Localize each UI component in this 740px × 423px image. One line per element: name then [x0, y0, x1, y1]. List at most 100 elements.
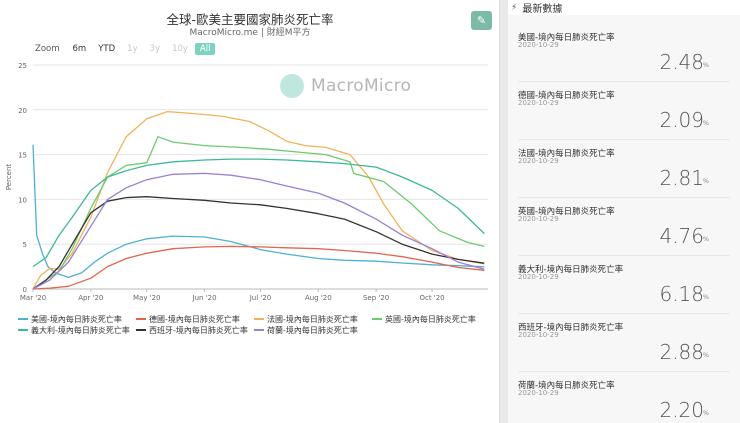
- macromicro-logo-icon: [280, 74, 304, 98]
- zoom-label: Zoom: [35, 44, 60, 54]
- card-divider: [518, 197, 730, 198]
- card-divider: [518, 139, 730, 140]
- card-value: 2.48: [659, 50, 704, 74]
- series-line-spain: [32, 196, 485, 290]
- card-series-name: 英國-境內每日肺炎死亡率: [518, 207, 615, 217]
- card-date: 2020-10-29: [518, 215, 559, 223]
- legend-label: 美國-境內每日肺炎死亡率: [31, 314, 122, 324]
- legend-swatch: [372, 318, 382, 320]
- x-tick-label: Apr '20: [78, 294, 103, 302]
- range-6m-button[interactable]: 6m: [72, 44, 87, 54]
- legend-swatch: [18, 318, 28, 320]
- panel-divider[interactable]: [499, 0, 508, 423]
- range-10y-button[interactable]: 10y: [172, 44, 188, 54]
- range-ytd-button[interactable]: YTD: [98, 44, 116, 54]
- legend-row: 美國-境內每日肺炎死亡率 德國-境內每日肺炎死亡率 法國-境內每日肺炎死亡率 英…: [18, 314, 493, 324]
- legend-item-uk[interactable]: 英國-境內每日肺炎死亡率: [372, 314, 490, 325]
- range-all-button[interactable]: All: [194, 43, 216, 55]
- card-unit: %: [702, 177, 709, 185]
- watermark: MacroMicro: [280, 74, 411, 98]
- latest-data-panel: ⚡ 最新數據 美國-境內每日肺炎死亡率 2020-10-29 2.48% 德國-境內每…: [508, 0, 740, 423]
- legend-item-us[interactable]: 美國-境內每日肺炎死亡率: [18, 314, 136, 325]
- series-line-netherlands: [32, 172, 485, 290]
- lightning-icon: ⚡: [511, 2, 518, 13]
- card-divider: [518, 371, 730, 372]
- card-unit: %: [702, 235, 709, 243]
- card-date: 2020-10-29: [518, 273, 559, 281]
- legend-item-france[interactable]: 法國-境內每日肺炎死亡率: [254, 314, 372, 325]
- card-series-name: 德國-境內每日肺炎死亡率: [518, 91, 615, 101]
- x-tick-label: Aug '20: [305, 294, 332, 302]
- series-line-france: [32, 110, 485, 290]
- y-tick-label: 20: [18, 107, 27, 115]
- latest-card-us[interactable]: 美國-境內每日肺炎死亡率 2020-10-29 2.48%: [508, 26, 740, 82]
- y-tick-label: 25: [18, 62, 27, 70]
- chart-title: 全球-歐美主要國家肺炎死亡率: [166, 12, 334, 27]
- card-date: 2020-10-29: [518, 331, 559, 339]
- range-3y-button[interactable]: 3y: [149, 44, 161, 54]
- pencil-icon: ✎: [476, 14, 487, 27]
- card-unit: %: [702, 409, 709, 417]
- card-date: 2020-10-29: [518, 41, 559, 49]
- card-date: 2020-10-29: [518, 157, 559, 165]
- x-tick-label: Jun '20: [192, 294, 217, 302]
- line-chart[interactable]: 0 5 10 15 20 25 Percent Mar '20 Apr '20 May '20 Ju…: [0, 0, 500, 423]
- edit-button[interactable]: ✎: [471, 11, 492, 30]
- card-value: 2.88: [659, 340, 704, 364]
- legend-swatch: [136, 318, 146, 320]
- y-tick-label: 0: [23, 286, 27, 294]
- legend-label: 荷蘭-境內每日肺炎死亡率: [267, 325, 358, 335]
- latest-data-header: ⚡ 最新數據: [508, 0, 740, 15]
- legend-label: 義大利-境內每日肺炎死亡率: [31, 325, 130, 335]
- card-value: 2.20: [659, 398, 704, 422]
- latest-card-spain[interactable]: 西班牙-境內每日肺炎死亡率 2020-10-29 2.88%: [508, 316, 740, 372]
- card-series-name: 西班牙-境內每日肺炎死亡率: [518, 323, 624, 333]
- latest-card-germany[interactable]: 德國-境內每日肺炎死亡率 2020-10-29 2.09%: [508, 84, 740, 140]
- legend-item-netherlands[interactable]: 荷蘭-境內每日肺炎死亡率: [254, 325, 372, 336]
- latest-card-netherlands[interactable]: 荷蘭-境內每日肺炎死亡率 2020-10-29 2.20%: [508, 374, 740, 423]
- legend-row: 義大利-境內每日肺炎死亡率 西班牙-境內每日肺炎死亡率 荷蘭-境內每日肺炎死亡率: [18, 325, 493, 335]
- card-value: 6.18: [659, 282, 704, 306]
- chart-subtitle: MacroMicro.me | 財經M平方: [189, 28, 311, 38]
- watermark-text: MacroMicro: [311, 76, 412, 96]
- card-date: 2020-10-29: [518, 99, 559, 107]
- chart-panel: 0 5 10 15 20 25 Percent Mar '20 Apr '20 May '20 Ju…: [0, 0, 500, 423]
- card-series-name: 美國-境內每日肺炎死亡率: [518, 33, 615, 43]
- x-tick-label: Oct '20: [419, 294, 444, 302]
- card-unit: %: [702, 351, 709, 359]
- card-series-name: 法國-境內每日肺炎死亡率: [518, 149, 615, 159]
- legend-label: 西班牙-境內每日肺炎死亡率: [149, 325, 248, 335]
- latest-card-uk[interactable]: 英國-境內每日肺炎死亡率 2020-10-29 4.76%: [508, 200, 740, 256]
- y-tick-label: 15: [18, 152, 27, 160]
- y-tick-label: 5: [23, 241, 27, 249]
- card-unit: %: [702, 293, 709, 301]
- legend-item-germany[interactable]: 德國-境內每日肺炎死亡率: [136, 314, 254, 325]
- card-value: 2.81: [659, 166, 704, 190]
- range-1y-button[interactable]: 1y: [127, 44, 138, 54]
- y-tick-label: 10: [18, 196, 27, 204]
- card-value: 2.09: [659, 108, 704, 132]
- card-divider: [518, 81, 730, 82]
- legend-label: 德國-境內每日肺炎死亡率: [149, 314, 240, 324]
- latest-card-france[interactable]: 法國-境內每日肺炎死亡率 2020-10-29 2.81%: [508, 142, 740, 198]
- latest-data-title: 最新數據: [522, 4, 563, 15]
- x-tick-label: May '20: [133, 294, 161, 302]
- legend-swatch: [254, 329, 264, 331]
- chart-legend: 美國-境內每日肺炎死亡率 德國-境內每日肺炎死亡率 法國-境內每日肺炎死亡率 英…: [18, 314, 493, 336]
- zoom-range-selector: Zoom 6m YTD 1y 3y 10y All: [35, 42, 217, 56]
- legend-swatch: [18, 329, 28, 331]
- card-value: 4.76: [659, 224, 704, 248]
- legend-item-italy[interactable]: 義大利-境內每日肺炎死亡率: [18, 325, 136, 336]
- x-tick-label: Sep '20: [363, 294, 389, 302]
- card-series-name: 義大利-境內每日肺炎死亡率: [518, 265, 624, 275]
- card-divider: [518, 255, 730, 256]
- latest-card-italy[interactable]: 義大利-境內每日肺炎死亡率 2020-10-29 6.18%: [508, 258, 740, 314]
- legend-label: 法國-境內每日肺炎死亡率: [267, 314, 358, 324]
- legend-swatch: [254, 318, 264, 320]
- series-line-us: [32, 144, 485, 279]
- legend-item-spain[interactable]: 西班牙-境內每日肺炎死亡率: [136, 325, 254, 336]
- y-axis-title: Percent: [5, 164, 13, 191]
- card-unit: %: [702, 61, 709, 69]
- card-date: 2020-10-29: [518, 389, 559, 397]
